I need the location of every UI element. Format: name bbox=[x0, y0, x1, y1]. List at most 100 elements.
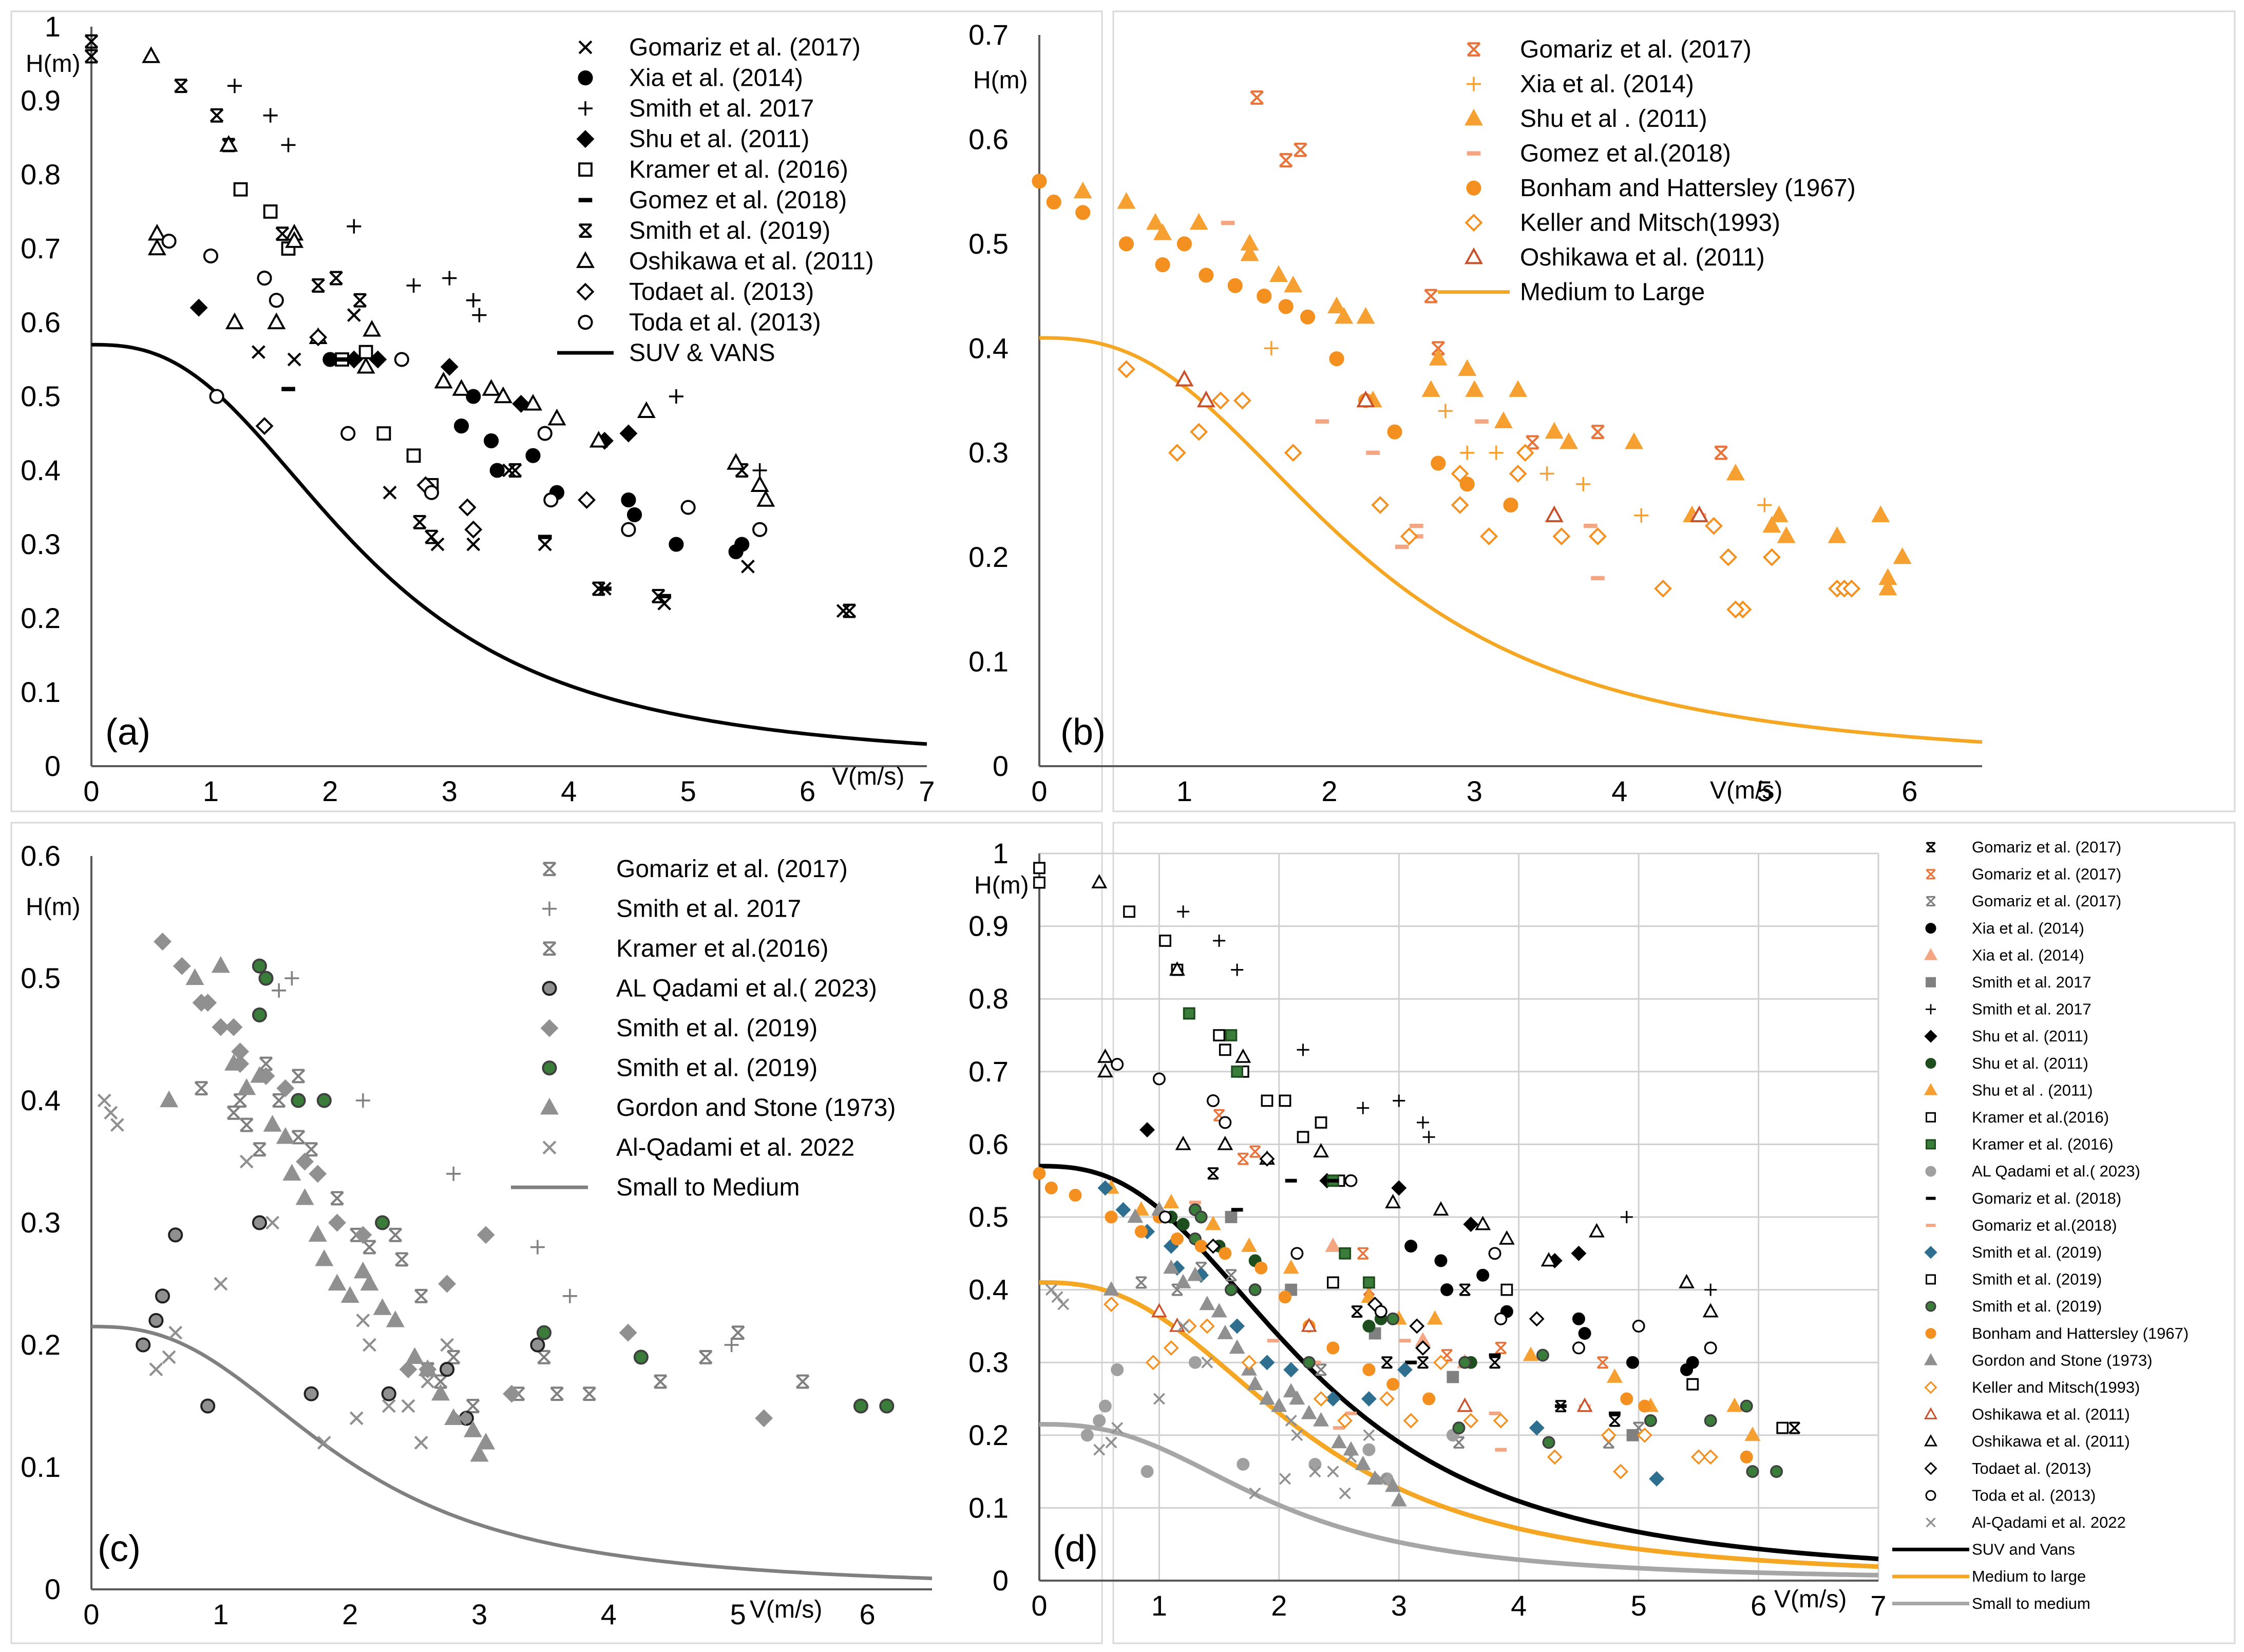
data-point bbox=[537, 426, 553, 441]
data-point bbox=[621, 492, 636, 508]
data-point bbox=[1294, 142, 1307, 157]
data-point-shape bbox=[1285, 1414, 1297, 1427]
data-point bbox=[1704, 1414, 1717, 1427]
panel-d: 0 1 2 3 4 5 6 7 0 0.1 0.2 0.3 0.4 0.5 0.6 0.7 0.8 0.9 1 H(m… bbox=[968, 822, 2236, 1644]
data-point bbox=[265, 1216, 280, 1230]
data-point-shape bbox=[698, 1350, 713, 1364]
data-point-shape bbox=[1495, 1448, 1507, 1452]
data-point bbox=[698, 1350, 713, 1364]
data-point bbox=[619, 1323, 637, 1342]
data-point-shape bbox=[1489, 1356, 1501, 1369]
data-point-shape bbox=[1308, 1457, 1322, 1471]
legend-marker bbox=[1925, 1328, 1936, 1339]
threshold-curve-medium-to-large bbox=[1039, 336, 1983, 744]
data-point-shape bbox=[1283, 1383, 1299, 1398]
legend-label: Oshikawa et al. (2011) bbox=[629, 248, 874, 275]
data-point bbox=[1363, 1429, 1375, 1441]
data-point-shape bbox=[453, 419, 469, 434]
data-point bbox=[1345, 1451, 1357, 1463]
data-point bbox=[458, 498, 477, 517]
data-point bbox=[1495, 1448, 1507, 1452]
data-point-shape bbox=[1278, 299, 1294, 314]
data-point-shape bbox=[189, 298, 208, 317]
data-point-shape bbox=[203, 248, 218, 263]
data-point-shape bbox=[1385, 1477, 1401, 1492]
data-point-shape bbox=[360, 1274, 379, 1291]
data-point-shape bbox=[1355, 1455, 1371, 1470]
data-point-shape bbox=[547, 408, 566, 426]
data-point bbox=[1356, 307, 1375, 324]
data-point bbox=[267, 312, 286, 330]
data-point-shape bbox=[477, 1226, 495, 1244]
legend-marker-shape bbox=[1925, 1058, 1936, 1069]
data-point-shape bbox=[1117, 192, 1136, 209]
data-point-shape bbox=[265, 1216, 280, 1230]
data-point-shape bbox=[1726, 463, 1745, 481]
series-20 bbox=[1104, 1296, 1719, 1479]
data-point-shape bbox=[1229, 1318, 1245, 1334]
legend-marker bbox=[1926, 1517, 1936, 1528]
data-point bbox=[1153, 223, 1172, 240]
data-point-shape bbox=[466, 1399, 480, 1413]
data-point bbox=[110, 1118, 124, 1132]
y-tick-label: 0.4 bbox=[968, 1274, 1009, 1306]
y-axis-label: H(m) bbox=[26, 50, 81, 78]
data-point-shape bbox=[356, 356, 375, 374]
legend-marker-shape bbox=[1464, 108, 1484, 126]
data-point-shape bbox=[727, 453, 746, 470]
data-point bbox=[1259, 1151, 1275, 1167]
data-point-shape bbox=[1451, 496, 1469, 514]
data-point-shape bbox=[1219, 1247, 1232, 1260]
data-point-shape bbox=[1235, 1048, 1251, 1063]
data-point-shape bbox=[1219, 1116, 1232, 1129]
data-point-shape bbox=[466, 293, 481, 308]
x-tick-label: 2 bbox=[322, 775, 338, 807]
series-1 bbox=[1264, 341, 1772, 523]
data-point bbox=[1111, 1363, 1124, 1376]
data-point-shape bbox=[1381, 1356, 1393, 1369]
x-tick-label: 6 bbox=[859, 1598, 875, 1630]
legend-label: Al-Qadami et al. 2022 bbox=[616, 1134, 854, 1162]
data-point bbox=[1457, 1397, 1473, 1412]
data-point bbox=[1199, 1296, 1215, 1311]
data-point-shape bbox=[147, 238, 166, 256]
data-point-shape bbox=[1227, 278, 1243, 293]
legend: Gomariz et al. (2017) Xia et al. (2014) Sm… bbox=[557, 34, 874, 367]
data-point-shape bbox=[1313, 1143, 1329, 1157]
data-point bbox=[1459, 1283, 1471, 1296]
legend-marker-shape bbox=[1924, 1407, 1938, 1419]
data-point-shape bbox=[1329, 351, 1344, 367]
legend: Gomariz et al. (2017) Xia et al. (2014) Sh… bbox=[1438, 36, 1856, 306]
data-point bbox=[1529, 1311, 1545, 1327]
data-point-shape bbox=[446, 1166, 461, 1181]
data-point-shape bbox=[1187, 1266, 1203, 1281]
legend-marker-shape bbox=[1926, 896, 1936, 907]
data-point-shape bbox=[291, 1130, 306, 1145]
data-point-shape bbox=[1302, 1356, 1316, 1369]
data-point-shape bbox=[284, 971, 299, 985]
data-point-shape bbox=[84, 34, 99, 49]
data-point bbox=[1596, 1356, 1609, 1369]
data-point bbox=[1541, 1252, 1557, 1267]
legend-label: Gomariz et al. (2017) bbox=[1520, 36, 1752, 63]
data-point bbox=[84, 49, 99, 64]
data-point-shape bbox=[1397, 1362, 1413, 1378]
data-point-shape bbox=[142, 46, 161, 63]
data-point-shape bbox=[1176, 1218, 1190, 1231]
data-point-shape bbox=[1264, 341, 1279, 356]
data-point-shape bbox=[1327, 296, 1346, 314]
data-point bbox=[1516, 444, 1534, 462]
data-point bbox=[1217, 1324, 1233, 1339]
data-point-shape bbox=[347, 219, 362, 234]
legend-marker-shape bbox=[1924, 1246, 1937, 1259]
data-point bbox=[562, 1288, 577, 1303]
data-point bbox=[626, 507, 642, 522]
data-point-shape bbox=[1451, 464, 1469, 483]
data-point bbox=[621, 522, 636, 537]
data-point bbox=[1285, 1179, 1297, 1183]
legend-marker-shape bbox=[542, 981, 557, 996]
data-point bbox=[1375, 1473, 1387, 1485]
data-point bbox=[1361, 1288, 1377, 1303]
data-point-shape bbox=[1351, 1305, 1363, 1318]
legend-marker bbox=[576, 282, 595, 301]
